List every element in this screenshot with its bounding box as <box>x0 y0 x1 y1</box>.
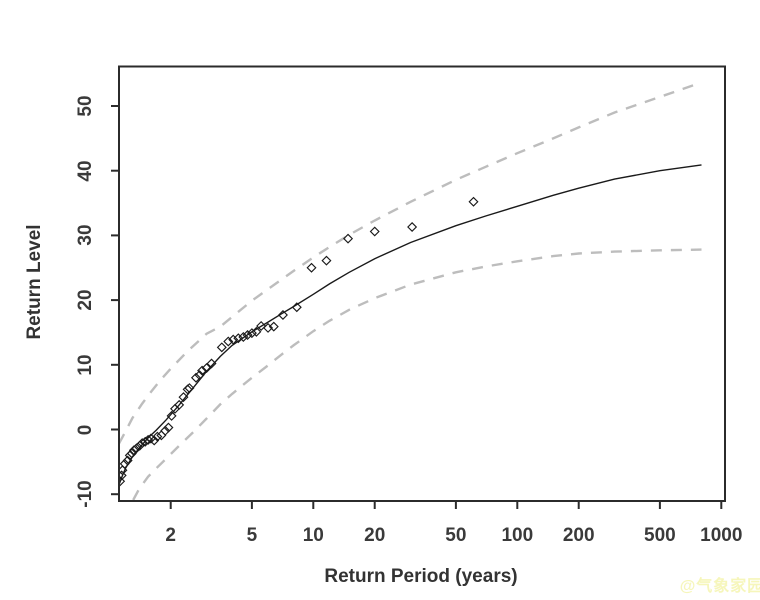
empirical-point <box>166 410 177 421</box>
y-tick-label: 50 <box>75 95 96 117</box>
empirical-point <box>238 331 249 342</box>
empirical-point <box>216 342 227 353</box>
x-tick-label: 200 <box>562 525 595 546</box>
empirical-point <box>246 328 257 339</box>
y-tick-label: 30 <box>75 224 96 246</box>
lower-confidence-band <box>132 248 702 501</box>
x-tick-label: 100 <box>501 525 534 546</box>
empirical-point <box>291 302 302 313</box>
y-tick-label: 10 <box>75 354 96 376</box>
empirical-point <box>134 440 145 451</box>
empirical-point <box>407 221 418 233</box>
empirical-point <box>119 470 127 481</box>
empirical-point <box>178 392 189 403</box>
x-axis-title: Return Period (years) <box>324 566 518 587</box>
empirical-point <box>223 336 234 347</box>
x-tick-label: 10 <box>302 525 324 546</box>
empirical-point <box>306 262 317 273</box>
y-tick-label: 40 <box>75 160 96 182</box>
empirical-point <box>263 322 274 333</box>
x-tick-label: 1000 <box>700 525 743 546</box>
empirical-point <box>160 425 171 436</box>
y-axis-title: Return Level <box>24 224 45 340</box>
empirical-point <box>163 422 174 433</box>
empirical-point <box>156 430 167 441</box>
empirical-point <box>468 196 479 207</box>
empirical-point <box>228 334 239 345</box>
empirical-point <box>321 255 332 266</box>
x-tick-label: 20 <box>364 525 386 546</box>
empirical-point <box>124 450 135 461</box>
empirical-point <box>197 365 208 376</box>
empirical-point <box>206 358 217 369</box>
fitted-return-level-curve <box>119 164 702 486</box>
empirical-point <box>119 476 126 487</box>
y-tick-label: -10 <box>75 480 96 508</box>
empirical-point <box>126 448 137 459</box>
empirical-point <box>143 434 154 445</box>
empirical-point <box>152 431 163 442</box>
x-tick-label: 500 <box>644 525 676 546</box>
empirical-point <box>268 321 279 332</box>
empirical-point <box>251 326 262 337</box>
empirical-point <box>119 458 130 469</box>
empirical-point <box>131 443 142 454</box>
upper-confidence-band <box>119 84 694 445</box>
empirical-point <box>128 445 139 456</box>
empirical-point <box>190 372 201 383</box>
x-tick-label: 5 <box>246 525 258 546</box>
empirical-point <box>343 233 354 244</box>
empirical-point <box>201 363 212 374</box>
empirical-point <box>184 383 195 394</box>
empirical-point <box>277 309 288 320</box>
empirical-point <box>233 333 244 344</box>
x-tick-label: 50 <box>445 525 467 546</box>
watermark: @气象家园 <box>679 578 760 595</box>
empirical-point <box>256 320 267 331</box>
empirical-point <box>149 435 160 446</box>
empirical-point <box>242 330 253 341</box>
empirical-point <box>174 399 185 410</box>
y-tick-label: 20 <box>75 289 96 311</box>
y-tick-label: 0 <box>75 424 96 435</box>
empirical-point <box>369 226 380 237</box>
x-tick-label: 2 <box>165 525 176 546</box>
